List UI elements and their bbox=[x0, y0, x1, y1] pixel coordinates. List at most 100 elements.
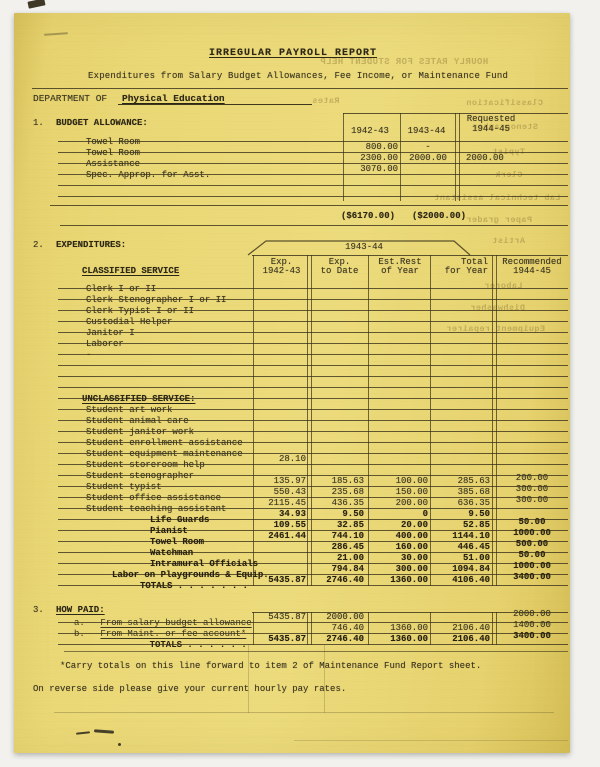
howpaid-vline bbox=[492, 612, 493, 645]
header-rule bbox=[32, 88, 568, 89]
expenditure-table-row: Student office assistance 550.43 235.68 … bbox=[58, 484, 568, 503]
exp-col2-line1: Exp. bbox=[328, 257, 351, 267]
expenditure-table-row: Student typist 135.97 185.63 100.00 285.… bbox=[58, 473, 568, 492]
expenditure-table-row: - bbox=[58, 344, 568, 360]
expenditure-table-row: Student art work bbox=[58, 399, 568, 415]
row-value-total-for-year: 52.85 bbox=[462, 520, 490, 530]
row-value-exp-to-date: 185.63 bbox=[331, 476, 364, 486]
row-label: Student typist bbox=[86, 482, 162, 492]
expenditure-table-row: Student stenographer bbox=[58, 465, 568, 481]
howpaid-bottom-line bbox=[64, 651, 568, 652]
expenditure-table-row: Janitor I bbox=[58, 322, 568, 338]
howpaid-vline bbox=[307, 612, 308, 645]
row-value-total-for-year: 2106.40 bbox=[452, 634, 490, 644]
expenditure-table-row: TOTALS . . . . . . . 5435.87 2746.40 136… bbox=[58, 572, 568, 591]
row-value-exp-1942-43: 34.93 bbox=[278, 509, 306, 519]
section1-number: 1. bbox=[33, 118, 44, 128]
row-value-total-for-year: 1094.84 bbox=[452, 564, 490, 574]
expenditure-table-row bbox=[58, 355, 568, 366]
exp-col5-line1: Recommended bbox=[502, 257, 562, 267]
expenditure-table-row: Student janitor work bbox=[58, 421, 568, 437]
how-paid-table-row: TOTALS . . . . . . 5435.87 2746.40 1360.… bbox=[58, 631, 568, 650]
row-label: Watchman bbox=[150, 548, 194, 558]
row-label: - bbox=[86, 350, 92, 360]
bleed-line-vertical bbox=[324, 645, 325, 713]
row-value-exp-to-date: 744.10 bbox=[331, 531, 364, 541]
row-label: Intramural Officials bbox=[150, 559, 259, 569]
budget-col-1942: 1942-43 bbox=[351, 126, 389, 136]
row-label: Pianist bbox=[150, 526, 188, 536]
row-label: Student stenographer bbox=[86, 471, 195, 481]
row-label: Student office assistance bbox=[86, 493, 222, 503]
row-label: Spec. Approp. for Asst. bbox=[86, 170, 211, 180]
department-label: DEPARTMENT OF bbox=[33, 93, 108, 104]
row-label: Assistance bbox=[86, 159, 141, 169]
row-value-exp-1942-43: 550.43 bbox=[273, 487, 306, 497]
row-value-recommended: 300.00 bbox=[515, 484, 549, 494]
row-label: Student art work bbox=[86, 405, 173, 415]
bleed-line-vertical bbox=[248, 645, 249, 713]
expenditure-table-row: Watchman 286.45 160.00 446.45 500.00 bbox=[58, 539, 568, 558]
budget-table-row bbox=[58, 175, 568, 186]
row-label: Towel Room bbox=[86, 148, 141, 158]
row-value-total-for-year: 385.68 bbox=[457, 487, 490, 497]
budget-table-row: Towel Room 800.00 - bbox=[58, 142, 568, 158]
row-value-exp-1942-43: 109.55 bbox=[273, 520, 306, 530]
department-field: Physical Education bbox=[118, 91, 312, 105]
row-label: Student enrollment assistance bbox=[86, 438, 243, 448]
row-value-est-rest-of-year: 100.00 bbox=[395, 476, 428, 486]
row-value-est-rest-of-year: 300.00 bbox=[395, 564, 428, 574]
expenditure-table-row: Labor on Playgrounds & Equip. 794.84 300… bbox=[58, 561, 568, 580]
row-value-recommended: 1400.00 bbox=[513, 620, 551, 630]
row-value-est-rest-of-year: 400.00 bbox=[395, 531, 428, 541]
budget-total-1943: ($2000.00) bbox=[411, 211, 466, 221]
row-value-recommended: 3400.00 bbox=[513, 631, 551, 641]
row-value-recommended: 1000.00 bbox=[513, 561, 551, 571]
row-value-1943-44: 2000.00 bbox=[409, 153, 447, 163]
department-value: Physical Education bbox=[122, 93, 225, 104]
exp-col3-line1: Est.Rest bbox=[378, 257, 422, 267]
row-value-est-rest-of-year: 200.00 bbox=[395, 498, 428, 508]
classified-service-header: CLASSIFIED SERVICE bbox=[82, 266, 180, 276]
budget-col-requested-2: 1944-45 bbox=[472, 124, 510, 134]
row-value-exp-1942-43: 135.97 bbox=[273, 476, 306, 486]
expenditure-table-row: Intramural Officials 21.00 30.00 51.00 5… bbox=[58, 550, 568, 569]
expenditure-table-row: Student equipment maintenance bbox=[58, 443, 568, 459]
budget-col-1943: 1943-44 bbox=[407, 126, 446, 136]
howpaid-top-line bbox=[252, 612, 568, 613]
ink-mark-top-edge bbox=[27, 0, 46, 9]
row-value-1943-44: - bbox=[425, 142, 431, 152]
page-title: IRREGULAR PAYROLL REPORT bbox=[209, 48, 378, 59]
section3-heading: HOW PAID: bbox=[56, 605, 105, 615]
ink-smudge bbox=[118, 743, 121, 746]
expenditure-table-row: UNCLASSIFIED SERVICE: bbox=[58, 388, 568, 404]
budget-table-vline bbox=[343, 113, 344, 201]
exp-col5-line2: 1944-45 bbox=[513, 266, 551, 276]
budget-table-vline bbox=[459, 113, 460, 201]
expenditure-table-row bbox=[58, 366, 568, 377]
row-value-exp-to-date: 32.85 bbox=[336, 520, 364, 530]
row-value-recommended: 50.00 bbox=[518, 517, 546, 527]
paper-sheet: HOURLY RATES FOR STUDENT HELP Rates Classi… bbox=[14, 13, 570, 753]
row-value-exp-to-date: 286.45 bbox=[331, 542, 364, 552]
exp-col1-line1: Exp. bbox=[270, 257, 293, 267]
row-label: From salary budget allowance bbox=[100, 618, 252, 628]
row-value-exp-1942-43: 2115.45 bbox=[268, 498, 306, 508]
row-value-exp-to-date: 2746.40 bbox=[326, 575, 364, 585]
expenditure-table-row: Student animal care bbox=[58, 410, 568, 426]
howpaid-vline bbox=[368, 612, 369, 645]
row-value-recommended: 2000.00 bbox=[513, 609, 551, 619]
row-value-exp-1942-43: 2461.44 bbox=[268, 531, 306, 541]
row-value-exp-to-date: 746.40 bbox=[331, 623, 364, 633]
expenditure-table-row: Clerk Typist I or II bbox=[58, 300, 568, 316]
row-value-total-for-year: 51.00 bbox=[462, 553, 490, 563]
row-value-exp-to-date: 794.84 bbox=[331, 564, 364, 574]
bleed-line-horizontal bbox=[294, 740, 568, 741]
row-value-recommended: 300.00 bbox=[515, 495, 549, 505]
exp-col2-line2: to Date bbox=[320, 266, 359, 276]
page-subtitle: Expenditures from Salary Budget Allowanc… bbox=[88, 71, 509, 81]
row-value-est-rest-of-year: 0 bbox=[422, 509, 428, 519]
exp-col4-line2: for Year bbox=[444, 266, 488, 276]
row-label: Labor on Playgrounds & Equip. bbox=[112, 570, 269, 580]
row-value-est-rest-of-year: 150.00 bbox=[395, 487, 428, 497]
